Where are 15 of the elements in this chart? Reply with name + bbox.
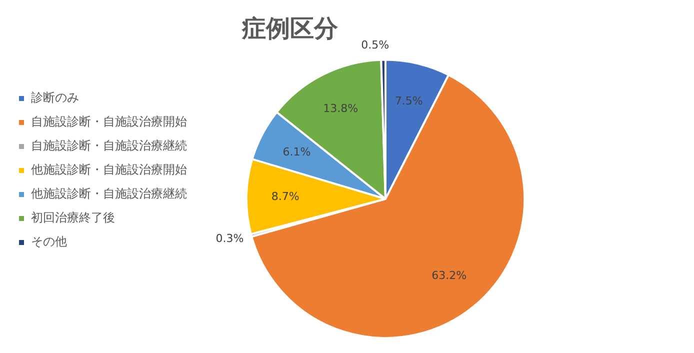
- data-label: 63.2%: [432, 269, 467, 282]
- legend-label: 他施設診断・自施設治療開始: [31, 162, 187, 177]
- data-label: 0.5%: [361, 38, 390, 52]
- data-label: 0.3%: [216, 232, 244, 245]
- data-label: 8.7%: [271, 190, 300, 204]
- legend-label: 自施設診断・自施設治療開始: [31, 114, 187, 129]
- legend-label: 初回治療終了後: [31, 210, 115, 225]
- data-label: 6.1%: [282, 145, 311, 158]
- legend-label: 他施設診断・自施設治療継続: [31, 186, 187, 201]
- legend-label: 診断のみ: [31, 90, 79, 105]
- legend-label: 自施設診断・自施設治療継続: [31, 138, 187, 153]
- chart-title: 症例区分: [241, 14, 339, 43]
- data-label: 13.8%: [323, 102, 358, 116]
- legend-label: その他: [31, 234, 67, 249]
- data-label: 7.5%: [394, 94, 423, 108]
